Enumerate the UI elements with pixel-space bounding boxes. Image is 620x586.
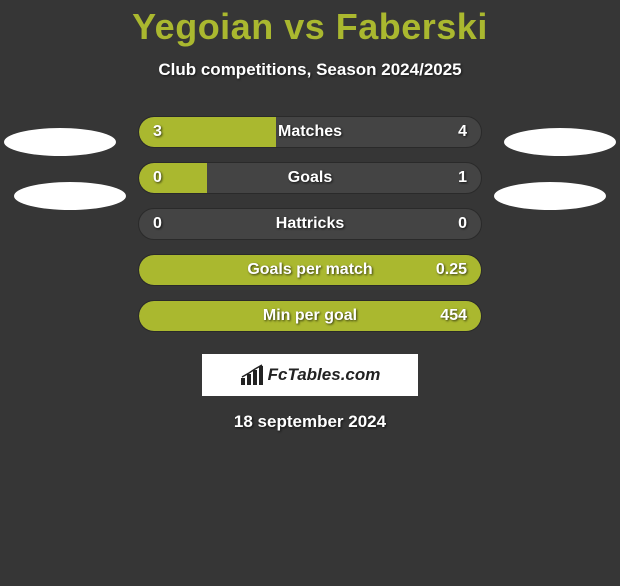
chart-icon [240, 364, 264, 386]
stat-value-right: 0.25 [436, 261, 467, 279]
stat-value-right: 0 [458, 215, 467, 233]
stat-value-left: 3 [153, 123, 162, 141]
stat-value-right: 4 [458, 123, 467, 141]
player-left-badge-2 [14, 182, 126, 210]
player-right-badge-1 [504, 128, 616, 156]
stat-row-matches: 3 Matches 4 [138, 116, 482, 148]
date-text: 18 september 2024 [0, 412, 620, 432]
stat-label: Min per goal [263, 307, 357, 325]
stat-row-goals: 0 Goals 1 [138, 162, 482, 194]
stat-value-right: 454 [440, 307, 467, 325]
stat-row-goals-per-match: Goals per match 0.25 [138, 254, 482, 286]
stat-row-hattricks: 0 Hattricks 0 [138, 208, 482, 240]
fctables-logo[interactable]: FcTables.com [202, 354, 418, 396]
stat-label: Goals per match [247, 261, 372, 279]
stat-label: Hattricks [276, 215, 344, 233]
stat-label: Matches [278, 123, 342, 141]
stat-bar-left [139, 163, 207, 193]
stat-value-right: 1 [458, 169, 467, 187]
logo-text: FcTables.com [268, 365, 381, 385]
stat-value-left: 0 [153, 215, 162, 233]
page-subtitle: Club competitions, Season 2024/2025 [0, 60, 620, 80]
page-title: Yegoian vs Faberski [0, 6, 620, 48]
stat-row-min-per-goal: Min per goal 454 [138, 300, 482, 332]
stat-value-left: 0 [153, 169, 162, 187]
player-left-badge-1 [4, 128, 116, 156]
stat-label: Goals [288, 169, 332, 187]
player-right-badge-2 [494, 182, 606, 210]
